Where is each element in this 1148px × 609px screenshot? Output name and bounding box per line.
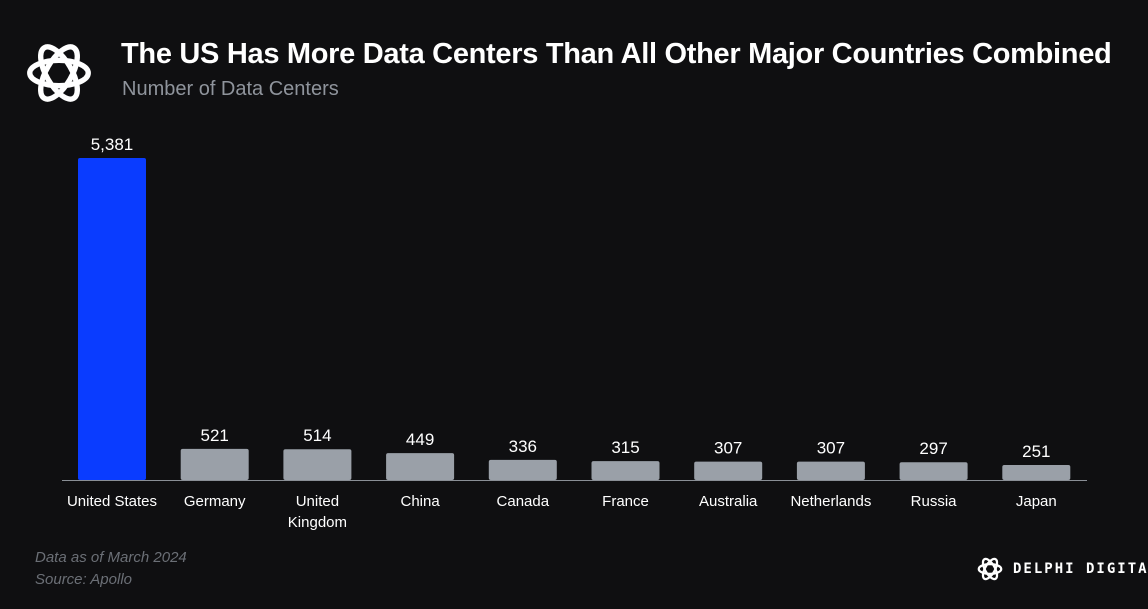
data-date-note: Data as of March 2024: [35, 549, 187, 566]
value-label-5: 315: [611, 438, 639, 457]
value-label-0: 5,381: [91, 135, 134, 154]
category-label-0: United States: [67, 493, 157, 510]
category-label-6: Australia: [699, 493, 758, 510]
bar-9: [1002, 464, 1071, 480]
bar-8: [899, 462, 968, 480]
category-label-9: Japan: [1016, 493, 1057, 510]
value-label-8: 297: [919, 439, 947, 458]
bar-5: [591, 461, 660, 480]
bar-2: [283, 449, 352, 480]
delphi-logo-icon: [27, 44, 91, 102]
bar-4: [488, 459, 557, 480]
source-note: Source: Apollo: [35, 571, 133, 588]
value-label-2: 514: [303, 426, 331, 445]
category-label-2: United Kingdom: [288, 493, 347, 531]
category-label-3: China: [400, 493, 440, 510]
bar-1: [180, 448, 249, 480]
bar-6: [694, 461, 763, 480]
category-label-1: Germany: [184, 493, 246, 510]
chart-title: The US Has More Data Centers Than All Ot…: [121, 38, 1112, 70]
value-label-3: 449: [406, 430, 434, 449]
category-label-8: Russia: [911, 493, 958, 510]
category-label-7: Netherlands: [790, 493, 871, 510]
value-label-6: 307: [714, 439, 742, 458]
value-label-7: 307: [817, 439, 845, 458]
bar-0: [78, 158, 146, 480]
brand-name: DELPHI DIGITAL: [1013, 561, 1148, 577]
value-label-4: 336: [509, 437, 537, 456]
bar-7: [796, 461, 865, 480]
brand-footer: DELPHI DIGITAL: [975, 554, 1148, 584]
value-label-9: 251: [1022, 442, 1050, 461]
chart-subtitle: Number of Data Centers: [122, 78, 339, 100]
value-label-1: 521: [201, 426, 229, 445]
category-label-4: Canada: [497, 493, 550, 510]
category-label-5: France: [602, 493, 649, 510]
bar-3: [386, 453, 455, 480]
delphi-knot-icon: [977, 557, 1003, 581]
